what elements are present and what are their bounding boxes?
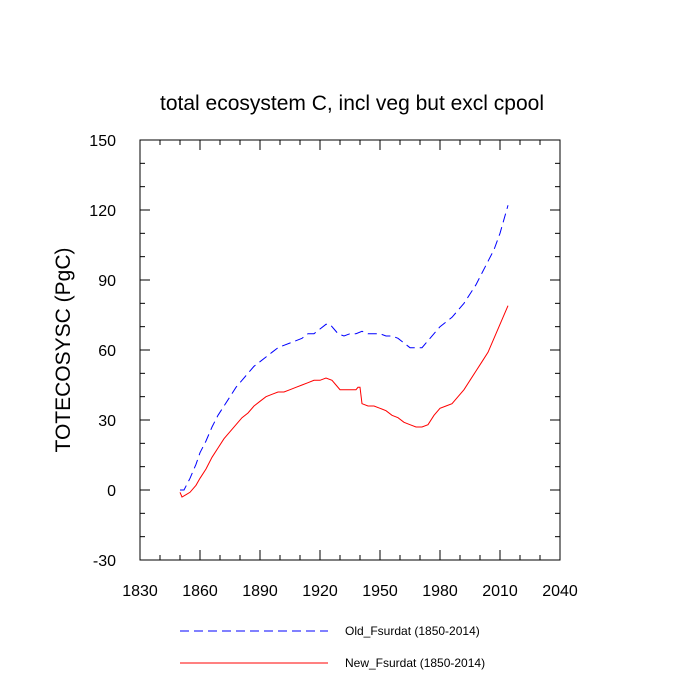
series-line-new-fsurdat [179, 305, 509, 498]
y-tick-label: -30 [93, 553, 116, 570]
y-tick-label: 0 [107, 483, 116, 500]
y-axis-label: TOTECOSYSC (PgC) [52, 248, 75, 453]
y-tick-label: 60 [98, 343, 116, 360]
legend: Old_Fsurdat (1850-2014) New_Fsurdat (1850… [180, 624, 485, 670]
plot-frame [139, 139, 561, 561]
series-line-old-fsurdat [180, 205, 509, 491]
x-tick-label: 1830 [122, 583, 158, 600]
x-tick-label: 1890 [242, 583, 278, 600]
x-tick-label: 1920 [302, 583, 338, 600]
chart-title: total ecosystem C, incl veg but excl cpo… [160, 92, 544, 115]
legend-label-new-fsurdat: New_Fsurdat (1850-2014) [345, 656, 485, 670]
y-tick-label: 30 [98, 413, 116, 430]
x-tick-label: 1950 [362, 583, 398, 600]
legend-label-old-fsurdat: Old_Fsurdat (1850-2014) [345, 624, 480, 638]
y-tick-label: 90 [98, 273, 116, 290]
x-tick-label: 2010 [482, 583, 518, 600]
y-tick-label: 120 [89, 203, 116, 220]
axis-tick-labels: 1830 1860 1890 1920 1950 1980 2010 2040 -30 0 30 60… [89, 133, 578, 600]
x-tick-label: 2040 [542, 583, 578, 600]
y-tick-label: 150 [89, 133, 116, 150]
plot-series [179, 205, 509, 498]
axis-ticks [139, 139, 561, 561]
x-tick-label: 1860 [182, 583, 218, 600]
x-tick-label: 1980 [422, 583, 458, 600]
